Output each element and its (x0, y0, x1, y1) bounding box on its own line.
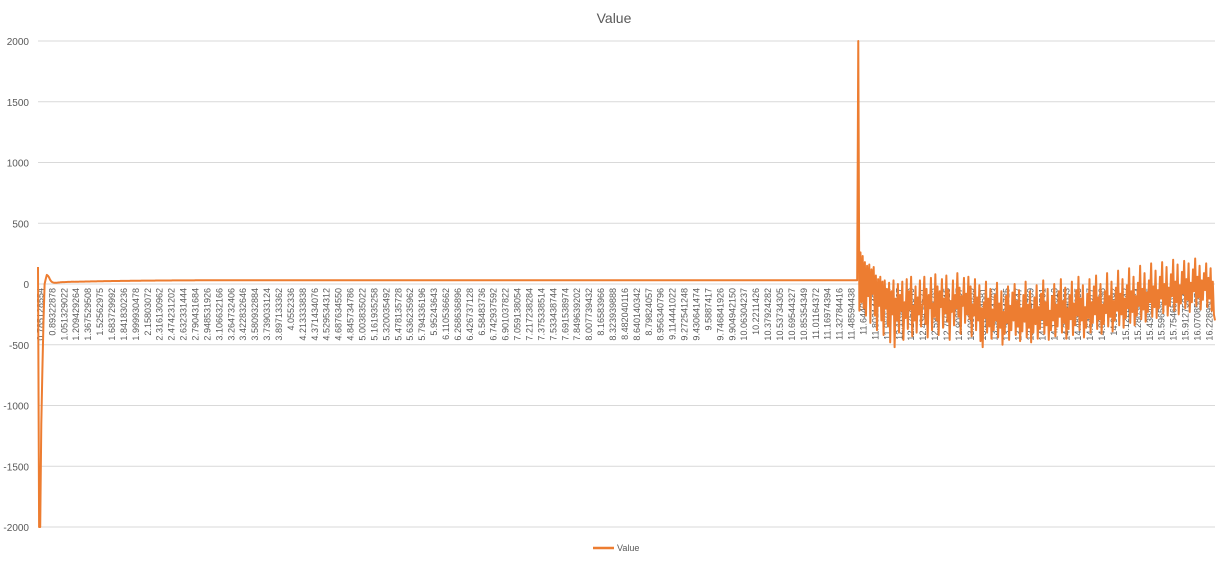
x-tick-label: 4.529534312 (322, 288, 332, 341)
y-tick-label: 0 (23, 280, 29, 291)
x-tick-label: 11.32784416 (835, 288, 845, 340)
x-tick-label: 15.59655006 (1157, 288, 1167, 341)
x-tick-label: 8.482040116 (620, 288, 630, 340)
x-tick-label: 11.16974394 (823, 288, 833, 340)
x-tick-label: 3.106632166 (214, 288, 224, 341)
x-tick-label: 2.15803072 (143, 288, 153, 336)
y-tick-label: -500 (9, 341, 29, 352)
x-tick-label: 6.268636896 (453, 288, 463, 341)
x-tick-label: 5.95243643 (429, 288, 439, 336)
y-tick-label: -1500 (3, 462, 29, 473)
x-tick-label: 9.746841926 (715, 288, 725, 341)
x-tick-label: 9.272541248 (679, 288, 689, 341)
x-tick-label: 3.739033124 (262, 288, 272, 341)
x-tick-label: 2.474231202 (167, 288, 177, 341)
x-tick-label: 10.53734305 (775, 288, 785, 341)
x-tick-label: 8.16583966 (596, 288, 606, 336)
x-tick-label: 10.69544327 (787, 288, 797, 341)
x-tick-label: 7.533438744 (548, 288, 558, 341)
legend-label-value: Value (617, 543, 639, 553)
x-tick-label: 10.06304237 (739, 288, 749, 341)
y-tick-label: -1000 (3, 402, 29, 413)
x-tick-label: 0.89322878 (47, 288, 57, 336)
x-tick-label: 10.2211426 (751, 288, 761, 335)
x-tick-label: 9.430641474 (691, 288, 701, 341)
x-tick-label: 5.478135728 (393, 288, 403, 341)
x-tick-label: 7.217238284 (524, 288, 534, 341)
x-tick-label: 9.114441022 (668, 288, 678, 340)
x-tick-label: 7.375338514 (536, 288, 546, 341)
x-tick-label: 1.683729992 (107, 288, 117, 341)
x-tick-label: 11.48594438 (846, 288, 856, 340)
x-tick-label: 6.742937592 (489, 288, 499, 341)
x-tick-label: 7.849639202 (572, 288, 582, 341)
x-tick-label: 16.22895092 (1204, 288, 1214, 341)
x-tick-label: 6.426737128 (465, 288, 475, 341)
x-tick-label: 10.37924282 (763, 288, 773, 341)
x-tick-label: 4.371434076 (310, 288, 320, 341)
x-tick-label: 3.580932884 (250, 288, 260, 341)
x-tick-label: 15.75465028 (1169, 288, 1179, 341)
x-tick-label: 1.051329022 (59, 288, 69, 341)
x-tick-label: 11.01164372 (811, 288, 821, 339)
series-line-value (37, 40, 1216, 528)
x-tick-label: 12.43454571 (918, 288, 928, 341)
x-tick-label: 1.52562975 (95, 288, 105, 336)
x-tick-label: 8.640140342 (632, 288, 642, 341)
x-tick-label: 6.110536662 (441, 288, 451, 340)
legend: Value (593, 543, 639, 553)
x-tick-label: 1.841830236 (119, 288, 129, 341)
x-tick-label: 11.6440446 (858, 288, 868, 335)
y-tick-label: -2000 (3, 523, 29, 534)
x-tick-label: 7.059138054 (512, 288, 522, 341)
x-tick-label: 15.91275049 (1180, 288, 1190, 341)
x-tick-label: 3.422832646 (238, 288, 248, 341)
x-tick-label: 1.209429264 (71, 288, 81, 341)
x-tick-label: 6.58483736 (477, 288, 487, 336)
x-tick-label: 1.999930478 (131, 288, 141, 341)
x-tick-label: 8.007739432 (584, 288, 594, 341)
x-tick-label: 4.845734786 (345, 288, 355, 341)
chart-title: Value (597, 10, 632, 26)
y-tick-label: 2000 (7, 37, 30, 48)
x-tick-label: 3.264732406 (226, 288, 236, 341)
x-tick-label: 5.161935258 (369, 288, 379, 341)
y-tick-label: 500 (12, 219, 29, 230)
x-tick-label: 9.904942150 (727, 288, 737, 341)
x-tick-label: 4.687634550 (334, 288, 344, 341)
x-tick-label: 5.003835022 (357, 288, 367, 341)
gridlines (38, 40, 1215, 528)
x-tick-label: 2.790431684 (190, 288, 200, 341)
y-axis-tick-labels: 2000 1500 1000 500 0 -500 -1000 -1500 -2000 (3, 37, 29, 534)
x-tick-label: 2.948531926 (202, 288, 212, 341)
x-tick-label: 2.316130962 (155, 288, 165, 341)
y-tick-label: 1500 (7, 98, 30, 109)
x-tick-label: 8.323939888 (608, 288, 618, 341)
x-tick-label: 8.956340796 (656, 288, 666, 341)
x-tick-label: 16.07085071 (1192, 288, 1202, 341)
x-tick-label: 5.636235962 (405, 288, 415, 341)
x-tick-label: 2.632331444 (178, 288, 188, 341)
x-tick-label: 0.785128554 (35, 288, 45, 341)
x-tick-label: 15.43844985 (1145, 288, 1155, 341)
x-tick-label: 8.79824057 (644, 288, 654, 336)
x-tick-label: 5.794336196 (417, 288, 427, 341)
x-tick-label: 1.367529508 (83, 288, 93, 341)
x-tick-label: 7.691538974 (560, 288, 570, 341)
y-tick-label: 1000 (7, 159, 30, 170)
x-tick-label: 10.85354349 (799, 288, 809, 341)
series-layer (37, 40, 1216, 528)
x-tick-label: 4.213333838 (298, 288, 308, 341)
x-tick-label: 3.897133362 (274, 288, 284, 341)
x-tick-label: 9.5887417 (703, 288, 713, 331)
x-tick-label: 6.901037822 (501, 288, 511, 341)
x-tick-label: 5.320035492 (381, 288, 391, 341)
x-tick-label: 4.0552336 (286, 288, 296, 331)
